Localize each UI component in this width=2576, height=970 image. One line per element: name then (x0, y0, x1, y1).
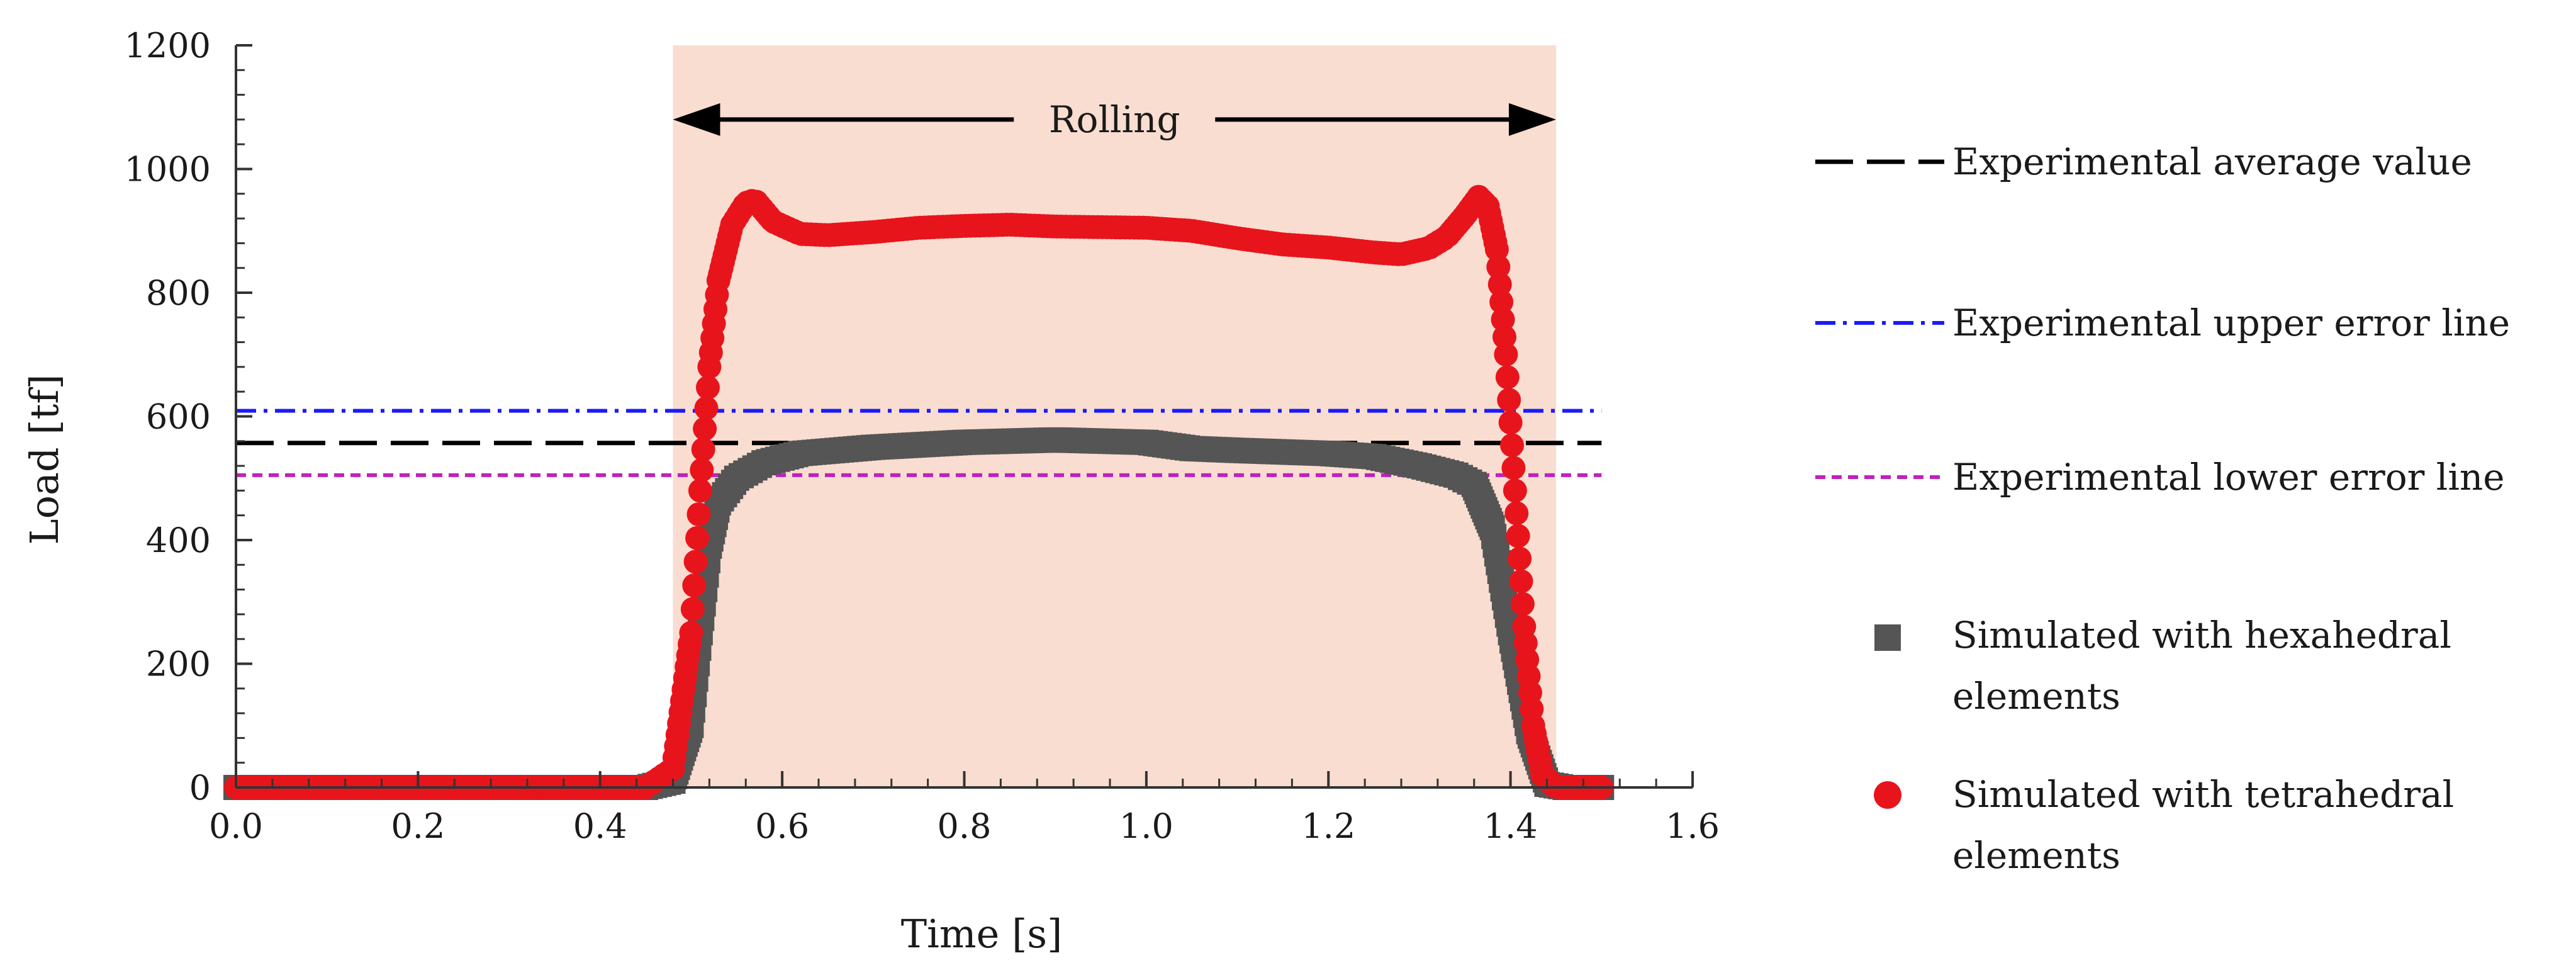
data-point-tetrahedral (1491, 307, 1515, 332)
data-point-tetrahedral (1506, 524, 1530, 548)
series-tetrahedral (224, 184, 1614, 799)
data-point-tetrahedral (1510, 592, 1535, 616)
x-tick-label: 1.4 (1484, 806, 1538, 846)
tick-labels-layer: 0.0 0.2 0.4 0.6 0.8 1.0 1.2 1.4 1.6 0 200 400 600 800… (125, 26, 1720, 846)
y-tick-label: 800 (146, 273, 211, 313)
data-point-tetrahedral (1501, 456, 1526, 480)
axes-layer (235, 44, 1694, 789)
data-point-tetrahedral (1484, 237, 1509, 262)
x-tick-label: 0.2 (391, 806, 445, 846)
legend-label-lower: Experimental lower error line (1952, 456, 2505, 499)
data-point-tetrahedral (693, 417, 717, 441)
rolling-annotation: Rolling (673, 98, 1556, 141)
data-point-tetrahedral (685, 526, 710, 550)
x-tick-label: 0.4 (573, 806, 627, 846)
y-tick-label: 200 (146, 645, 211, 684)
rolling-arrow-left-head (673, 103, 720, 136)
legend-item-upper: Experimental upper error line (1815, 302, 2510, 344)
series-layer (223, 184, 1615, 800)
data-point-tetrahedral (688, 478, 712, 503)
y-tick-label: 400 (146, 521, 211, 560)
legend-swatch-circle-marker (1874, 781, 1901, 809)
data-point-tetrahedral (694, 396, 719, 420)
data-point-tetrahedral (690, 458, 714, 482)
legend-item-average: Experimental average value (1815, 140, 2472, 183)
legend: Experimental average value Experimental … (1815, 140, 2510, 877)
rolling-arrow-right-head (1508, 103, 1556, 136)
data-point-tetrahedral (1500, 433, 1525, 458)
legend-item-hexahedral: Simulated with hexahedral elements (1874, 614, 2451, 718)
y-tick-label: 1000 (125, 150, 211, 189)
legend-label-tetrahedral-line2: elements (1952, 834, 2120, 877)
data-point-tetrahedral (1498, 410, 1523, 435)
x-tick-label: 0.6 (755, 806, 809, 846)
data-point-tetrahedral (1497, 388, 1521, 412)
legend-item-tetrahedral: Simulated with tetrahedral elements (1874, 773, 2454, 877)
legend-label-average: Experimental average value (1952, 140, 2472, 183)
rolling-shaded-region (673, 45, 1556, 787)
rolling-label: Rolling (1049, 98, 1180, 141)
data-point-tetrahedral (1503, 478, 1527, 503)
data-point-tetrahedral (686, 502, 711, 527)
data-point-tetrahedral (691, 437, 715, 461)
legend-label-tetrahedral-line1: Simulated with tetrahedral (1952, 773, 2454, 816)
x-tick-label: 1.0 (1119, 806, 1173, 846)
data-point-tetrahedral (680, 597, 705, 621)
x-tick-label: 1.2 (1301, 806, 1355, 846)
y-tick-label: 600 (146, 397, 211, 437)
x-tick-label: 0.0 (209, 806, 263, 846)
legend-item-lower: Experimental lower error line (1815, 456, 2505, 499)
data-point-tetrahedral (1492, 325, 1516, 349)
data-point-tetrahedral (682, 573, 707, 598)
data-point-tetrahedral (1509, 569, 1533, 594)
y-axis-title: Load [tf] (21, 374, 67, 544)
y-tick-label: 1200 (125, 26, 211, 65)
data-point-tetrahedral (1494, 342, 1518, 367)
rolling-region-layer (673, 45, 1556, 787)
x-axis-title: Time [s] (901, 911, 1063, 957)
x-tick-label: 1.6 (1666, 806, 1720, 846)
data-point-tetrahedral (1508, 546, 1532, 571)
data-point-tetrahedral (1486, 255, 1511, 279)
legend-label-upper: Experimental upper error line (1952, 302, 2510, 344)
data-point-tetrahedral (1487, 272, 1512, 296)
data-point-tetrahedral (1504, 501, 1529, 526)
data-point-tetrahedral (683, 550, 708, 574)
legend-label-hexahedral-line2: elements (1952, 675, 2120, 718)
x-tick-label: 0.8 (938, 806, 992, 846)
legend-swatch-square-marker (1874, 624, 1901, 651)
legend-label-hexahedral-line1: Simulated with hexahedral (1952, 614, 2451, 657)
data-point-tetrahedral (1495, 365, 1520, 390)
data-point-tetrahedral (1489, 290, 1514, 314)
data-point-tetrahedral (679, 621, 703, 645)
y-tick-label: 0 (189, 768, 211, 808)
data-point-tetrahedral (695, 375, 720, 400)
